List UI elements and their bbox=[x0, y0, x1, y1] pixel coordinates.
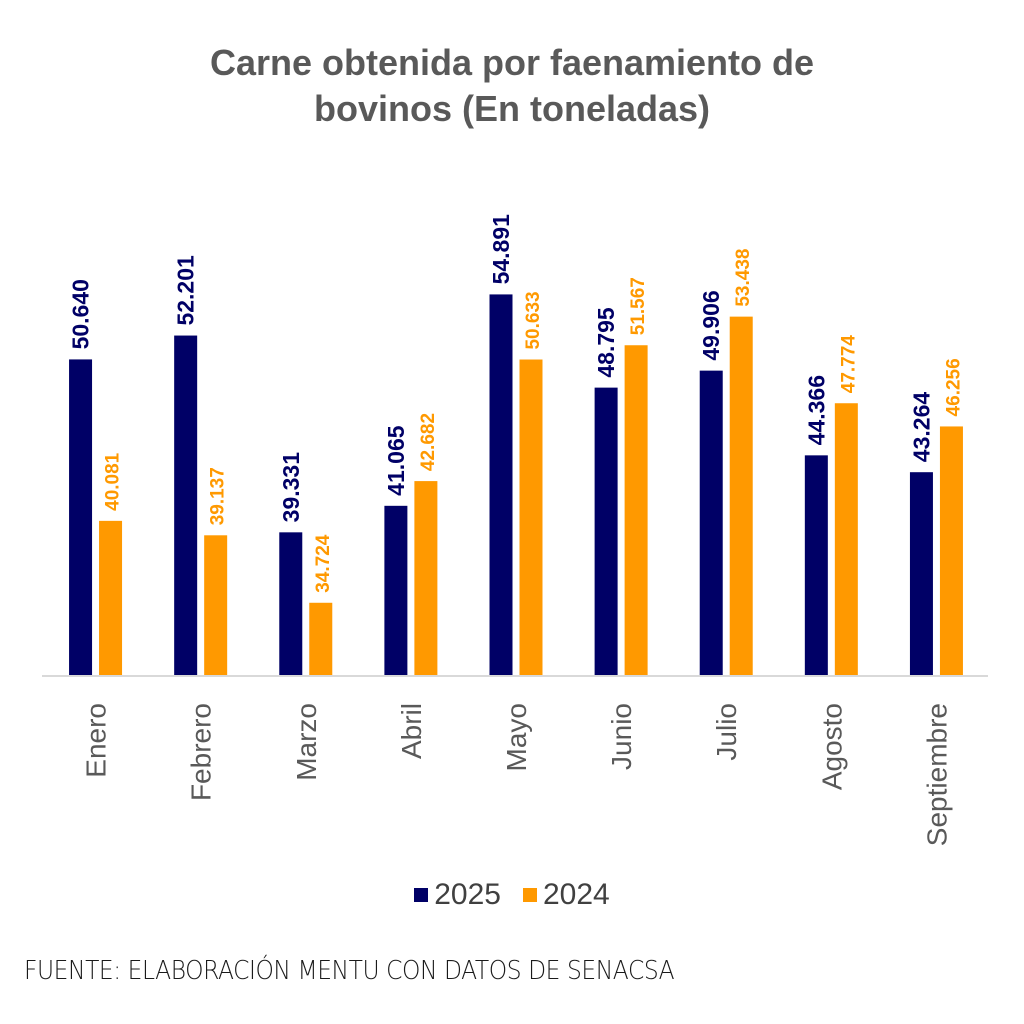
legend-swatch-2025 bbox=[414, 888, 429, 902]
bar-2025-marzo bbox=[279, 532, 303, 675]
bar-2025-enero bbox=[69, 359, 93, 675]
legend-label-2025: 2025 bbox=[434, 878, 501, 911]
data-label-2024-enero: 40.081 bbox=[103, 452, 124, 511]
x-tick-label-mayo: Mayo bbox=[501, 703, 532, 771]
data-label-2025-marzo: 39.331 bbox=[278, 452, 304, 523]
legend-swatch-2024 bbox=[523, 888, 537, 902]
x-tick-label-junio: Junio bbox=[606, 703, 637, 770]
x-tick-label-septiembre: Septiembre bbox=[921, 703, 952, 846]
bar-2025-septiembre bbox=[909, 472, 933, 675]
data-label-2025-septiembre: 43.264 bbox=[908, 392, 934, 463]
legend-item-2025: 2025 bbox=[414, 878, 501, 912]
x-tick-label-febrero: Febrero bbox=[186, 703, 217, 801]
bar-2025-abril bbox=[384, 505, 408, 675]
bar-2024-marzo bbox=[309, 602, 333, 675]
data-label-2025-abril: 41.065 bbox=[383, 425, 409, 496]
legend: 2025 2024 bbox=[0, 878, 1024, 912]
data-label-2025-junio: 48.795 bbox=[593, 307, 619, 378]
data-label-2024-abril: 42.682 bbox=[418, 413, 439, 471]
chart-title-line-1: Carne obtenida por faenamiento de bbox=[209, 42, 815, 83]
x-tick-label-abril: Abril bbox=[396, 703, 427, 759]
bar-2024-agosto bbox=[834, 403, 858, 675]
data-label-2025-agosto: 44.366 bbox=[803, 375, 829, 445]
data-label-2025-enero: 50.640 bbox=[68, 279, 94, 349]
legend-item-2024: 2024 bbox=[523, 878, 610, 912]
bar-2024-septiembre bbox=[939, 426, 963, 675]
bar-2024-mayo bbox=[519, 359, 543, 675]
chart-title-line-2: bovinos (En toneladas) bbox=[313, 88, 711, 129]
data-label-2025-mayo: 54.891 bbox=[488, 214, 514, 285]
bar-2024-enero bbox=[99, 520, 123, 675]
data-label-2025-febrero: 52.201 bbox=[173, 255, 199, 326]
data-label-2024-septiembre: 46.256 bbox=[943, 358, 964, 416]
x-tick-label-enero: Enero bbox=[81, 703, 112, 778]
source-note: FUENTE: ELABORACIÓN MENTU CON DATOS DE S… bbox=[24, 956, 675, 986]
bar-2024-febrero bbox=[204, 535, 228, 675]
data-label-2024-agosto: 47.774 bbox=[838, 335, 859, 394]
data-label-2024-junio: 51.567 bbox=[628, 277, 649, 335]
bar-2024-abril bbox=[414, 481, 438, 675]
bar-2025-agosto bbox=[804, 455, 828, 675]
x-tick-label-julio: Julio bbox=[711, 703, 742, 761]
x-tick-label-marzo: Marzo bbox=[291, 703, 322, 781]
bar-2024-julio bbox=[729, 316, 753, 675]
bar-2024-junio bbox=[624, 345, 648, 675]
legend-label-2024: 2024 bbox=[543, 878, 610, 911]
data-label-2024-mayo: 50.633 bbox=[523, 291, 544, 349]
data-label-2024-marzo: 34.724 bbox=[313, 534, 334, 593]
bar-2025-julio bbox=[699, 370, 723, 675]
bar-2025-junio bbox=[594, 387, 618, 675]
x-tick-label-agosto: Agosto bbox=[816, 703, 847, 790]
chart-title: Carne obtenida por faenamiento de bovino… bbox=[0, 40, 1024, 132]
bar-2025-mayo bbox=[489, 294, 513, 675]
data-label-2024-febrero: 39.137 bbox=[208, 467, 229, 525]
data-label-2024-julio: 53.438 bbox=[733, 249, 754, 307]
data-label-2025-julio: 49.906 bbox=[698, 290, 724, 360]
bar-2025-febrero bbox=[174, 335, 198, 675]
